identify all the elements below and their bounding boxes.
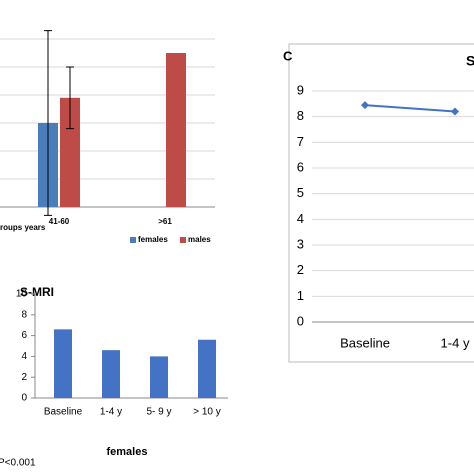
y-tick-label: 5	[297, 185, 304, 200]
panel-label: C	[283, 48, 293, 63]
y-tick-label: 2	[297, 262, 304, 277]
error-bar	[44, 30, 52, 216]
line	[364, 104, 456, 113]
x-tick-label: > 10 y	[193, 407, 221, 418]
x-axis-label: females	[107, 446, 148, 458]
y-tick-label: 0	[297, 313, 304, 328]
x-tick-label: 1-4 y	[100, 407, 122, 418]
y-tick-label: 3	[297, 236, 304, 251]
y-tick-label: 4	[297, 211, 304, 226]
y-tick-label: 7	[297, 134, 304, 149]
y-tick-label: 6	[297, 159, 304, 174]
x-tick-label: 5- 9 y	[146, 407, 171, 418]
bar	[150, 356, 168, 398]
bar	[102, 350, 120, 398]
y-tick-label: 4	[21, 351, 27, 362]
x-axis-label: roups years	[0, 223, 46, 232]
legend-label: females	[138, 235, 168, 244]
marker	[451, 107, 459, 116]
legend-label: males	[188, 235, 211, 244]
note: P<0.001	[0, 458, 36, 469]
error-bar	[66, 66, 74, 130]
y-tick-label: 6	[21, 330, 27, 341]
bar	[198, 339, 216, 398]
chart-title: S-MRI	[20, 285, 54, 299]
bar	[54, 329, 72, 398]
x-tick-label: Baseline	[44, 407, 83, 418]
marker	[361, 101, 369, 110]
x-tick-label: 1-4 y	[441, 335, 470, 350]
x-tick-label: Baseline	[340, 335, 390, 350]
y-tick-label: 2	[21, 372, 27, 383]
y-tick-label: 8	[297, 108, 304, 123]
y-tick-label: 1	[297, 288, 304, 303]
y-tick-label: 0	[21, 393, 27, 404]
legend-swatch	[130, 237, 136, 243]
bar	[60, 97, 80, 207]
panel-frame	[288, 43, 474, 363]
x-tick-label: >61	[158, 217, 172, 226]
bar	[166, 53, 186, 207]
legend-swatch	[180, 237, 186, 243]
x-tick-label: 41-60	[49, 217, 70, 226]
y-tick-label: 9	[297, 82, 304, 97]
chart-title: S	[466, 53, 474, 69]
y-tick-label: 10	[16, 289, 28, 300]
y-tick-label: 8	[21, 309, 27, 320]
